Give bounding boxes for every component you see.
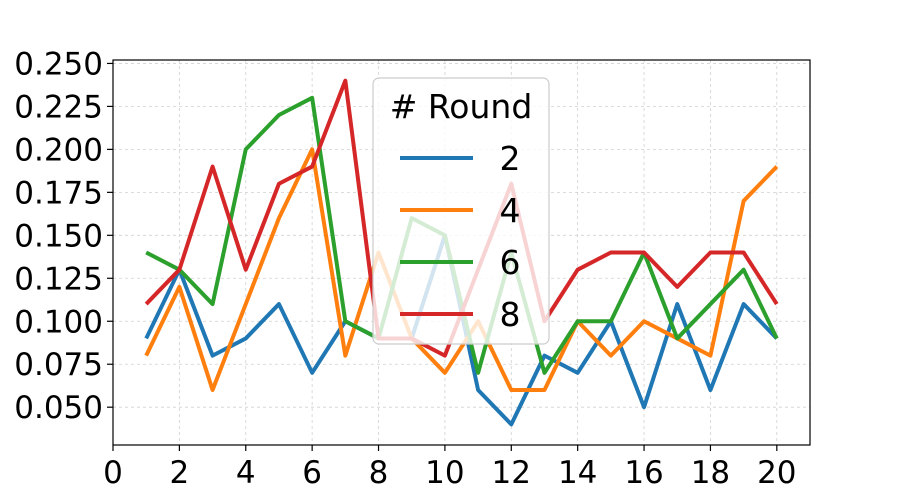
y-tick-label: 0.100 xyxy=(14,304,103,340)
x-tick-label: 10 xyxy=(425,455,464,491)
legend-label-8: 8 xyxy=(500,295,521,334)
x-tick-label: 18 xyxy=(691,455,730,491)
x-tick-label: 6 xyxy=(302,455,322,491)
y-tick-label: 0.125 xyxy=(14,261,103,297)
x-tick-label: 14 xyxy=(558,455,597,491)
x-tick-label: 0 xyxy=(103,455,123,491)
x-tick-label: 8 xyxy=(369,455,389,491)
legend-title: # Round xyxy=(390,87,533,126)
legend: # Round 2 4 6 8 xyxy=(372,77,550,345)
x-tick-label: 12 xyxy=(492,455,531,491)
y-tick-label: 0.175 xyxy=(14,175,103,211)
y-tick-label: 0.250 xyxy=(14,46,103,82)
legend-label-4: 4 xyxy=(500,191,521,230)
y-tick-label: 0.150 xyxy=(14,218,103,254)
y-tick-label: 0.225 xyxy=(14,89,103,125)
legend-label-6: 6 xyxy=(500,243,521,282)
plot-frame xyxy=(112,59,811,446)
axes: 0 2 4 6 8 10 12 14 16 18 20 0.050 0.075 0.100 0.125 0.1… xyxy=(14,46,811,491)
y-tick-label: 0.075 xyxy=(14,347,103,383)
legend-label-2: 2 xyxy=(500,139,521,178)
x-tick-label: 2 xyxy=(170,455,190,491)
x-tick-label: 20 xyxy=(757,455,796,491)
x-tick-label: 16 xyxy=(624,455,663,491)
y-tick-label: 0.050 xyxy=(14,390,103,426)
x-tick-label: 4 xyxy=(236,455,256,491)
y-tick-label: 0.200 xyxy=(14,132,103,168)
series-line-4 xyxy=(144,147,779,392)
